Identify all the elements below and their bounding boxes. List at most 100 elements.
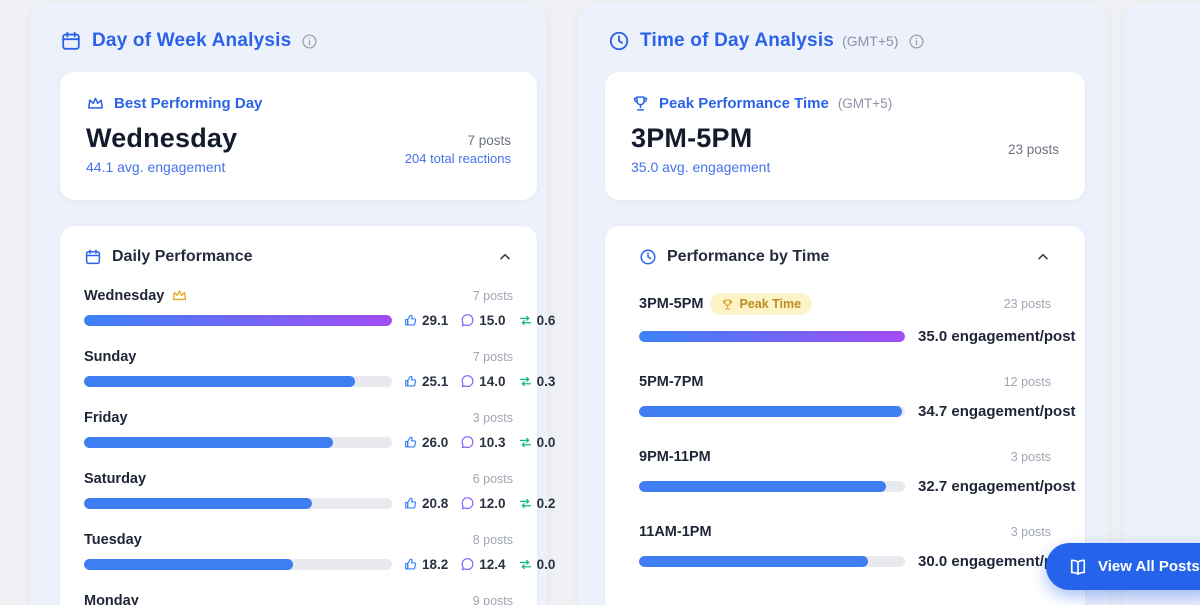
chevron-up-icon[interactable] bbox=[1035, 249, 1051, 265]
day-bar-track bbox=[84, 498, 392, 509]
best-day-reactions: 204 total reactions bbox=[404, 150, 511, 166]
time-label: 11AM-1PM bbox=[639, 524, 712, 540]
day-of-week-panel: Day of Week Analysis Best Performing Day… bbox=[30, 4, 555, 605]
timezone-label: (GMT+5) bbox=[842, 33, 899, 49]
time-bar-track bbox=[639, 481, 905, 492]
day-label: Friday bbox=[84, 410, 128, 426]
crown-icon bbox=[86, 94, 105, 113]
time-posts-count: 23 posts bbox=[1003, 297, 1051, 311]
likes-stat: 26.0 bbox=[403, 435, 448, 450]
day-posts-count: 7 posts bbox=[472, 350, 513, 364]
day-row: Monday 9 posts 17.9 10.4 0.2 bbox=[80, 593, 513, 605]
repost-icon bbox=[518, 374, 533, 389]
day-label: Sunday bbox=[84, 349, 137, 365]
day-posts-count: 7 posts bbox=[472, 288, 513, 303]
time-panel-title: Time of Day Analysis bbox=[640, 30, 835, 51]
clock-icon bbox=[639, 248, 657, 266]
day-row: Wednesday 7 posts 29.1 15.0 0.6 bbox=[80, 287, 555, 328]
comment-icon bbox=[460, 496, 475, 511]
time-posts-count: 3 posts bbox=[1010, 450, 1051, 464]
comments-stat: 12.0 bbox=[460, 496, 506, 511]
comment-icon bbox=[460, 435, 475, 450]
time-row: 5PM-7PM 12 posts 34.7 engagement/post bbox=[639, 374, 1076, 420]
engagement-per-post: 34.7 engagement/post bbox=[918, 403, 1076, 420]
timezone-label: (GMT+5) bbox=[837, 96, 893, 111]
day-posts-count: 3 posts bbox=[472, 411, 513, 425]
peak-time-label: Peak Performance Time bbox=[659, 95, 829, 112]
reposts-stat: 0.0 bbox=[518, 557, 555, 572]
best-day-engagement: 44.1 avg. engagement bbox=[86, 159, 226, 175]
day-panel-header: Day of Week Analysis bbox=[30, 4, 547, 52]
calendar-icon bbox=[84, 248, 102, 266]
time-bar-track bbox=[639, 406, 905, 417]
likes-stat: 18.2 bbox=[403, 557, 448, 572]
reposts-stat: 0.2 bbox=[518, 496, 555, 511]
time-label: 3PM-5PM bbox=[639, 296, 704, 312]
repost-icon bbox=[518, 435, 533, 450]
time-posts-count: 12 posts bbox=[1003, 375, 1051, 389]
likes-stat: 25.1 bbox=[403, 374, 448, 389]
day-bar-track bbox=[84, 437, 392, 448]
time-row: 11AM-1PM 3 posts 30.0 engagement/post bbox=[639, 524, 1076, 570]
day-row: Sunday 7 posts 25.1 14.0 0.3 bbox=[80, 349, 555, 389]
day-bar-track bbox=[84, 315, 392, 326]
day-label: Saturday bbox=[84, 471, 147, 487]
best-day-posts: 7 posts bbox=[467, 132, 511, 148]
comments-stat: 14.0 bbox=[460, 374, 506, 389]
peak-time-engagement: 35.0 avg. engagement bbox=[631, 159, 771, 175]
time-bar-track bbox=[639, 556, 905, 567]
day-bar-track bbox=[84, 559, 392, 570]
peak-time-value: 3PM-5PM bbox=[631, 123, 753, 153]
engagement-per-post: 35.0 engagement/post bbox=[918, 328, 1076, 345]
day-label: Monday bbox=[84, 593, 139, 605]
time-posts-count: 3 posts bbox=[1010, 525, 1051, 539]
day-row: Tuesday 8 posts 18.2 12.4 0.0 bbox=[80, 532, 555, 572]
time-label: 5PM-7PM bbox=[639, 374, 704, 390]
time-panel-header: Time of Day Analysis (GMT+5) bbox=[578, 4, 1108, 52]
performance-by-time-card: Performance by Time 3PM-5PM Peak Time 23… bbox=[605, 226, 1085, 605]
comments-stat: 10.3 bbox=[460, 435, 506, 450]
thumbs-up-icon bbox=[403, 374, 418, 389]
time-bar-fill bbox=[639, 331, 905, 342]
reposts-stat: 0.0 bbox=[518, 435, 555, 450]
peak-time-card: Peak Performance Time (GMT+5) 3PM-5PM 35… bbox=[605, 72, 1085, 200]
comments-stat: 12.4 bbox=[460, 557, 506, 572]
view-all-posts-button[interactable]: View All Posts bbox=[1046, 543, 1200, 590]
repost-icon bbox=[518, 313, 533, 328]
time-of-day-panel: Time of Day Analysis (GMT+5) Peak Perfor… bbox=[578, 4, 1108, 605]
time-row: 3PM-5PM Peak Time 23 posts 35.0 engageme… bbox=[639, 293, 1076, 345]
peak-time-posts: 23 posts bbox=[1007, 141, 1059, 157]
time-bar-fill bbox=[639, 556, 868, 567]
time-row: 9PM-11PM 3 posts 32.7 engagement/post bbox=[639, 449, 1076, 495]
day-label: Wednesday bbox=[84, 287, 165, 304]
likes-stat: 20.8 bbox=[403, 496, 448, 511]
time-bar-fill bbox=[639, 406, 903, 417]
info-icon[interactable] bbox=[908, 33, 925, 50]
thumbs-up-icon bbox=[403, 435, 418, 450]
book-icon bbox=[1068, 557, 1088, 577]
performance-by-time-title: Performance by Time bbox=[667, 248, 830, 265]
trophy-icon bbox=[721, 298, 734, 311]
thumbs-up-icon bbox=[403, 557, 418, 572]
day-bar-fill bbox=[84, 376, 356, 387]
info-icon[interactable] bbox=[301, 33, 318, 50]
daily-performance-header[interactable]: Daily Performance bbox=[80, 248, 513, 266]
time-label: 9PM-11PM bbox=[639, 449, 711, 465]
day-posts-count: 6 posts bbox=[472, 472, 513, 486]
comment-icon bbox=[460, 557, 475, 572]
chevron-up-icon[interactable] bbox=[497, 249, 513, 265]
time-bar-fill bbox=[639, 481, 887, 492]
day-posts-count: 8 posts bbox=[472, 533, 513, 547]
day-row: Friday 3 posts 26.0 10.3 0.0 bbox=[80, 410, 555, 450]
daily-performance-title: Daily Performance bbox=[112, 248, 253, 265]
daily-performance-card: Daily Performance Wednesday 7 posts 29.1… bbox=[60, 226, 555, 605]
comment-icon bbox=[460, 374, 475, 389]
performance-by-time-header[interactable]: Performance by Time bbox=[639, 248, 1051, 266]
best-day-card: Best Performing Day Wednesday 44.1 avg. … bbox=[60, 72, 537, 200]
day-bar-track bbox=[84, 376, 392, 387]
day-posts-count: 9 posts bbox=[472, 594, 513, 605]
cutoff-panel bbox=[1124, 4, 1200, 605]
best-day-label: Best Performing Day bbox=[114, 95, 263, 112]
thumbs-up-icon bbox=[403, 496, 418, 511]
comment-icon bbox=[460, 313, 475, 328]
